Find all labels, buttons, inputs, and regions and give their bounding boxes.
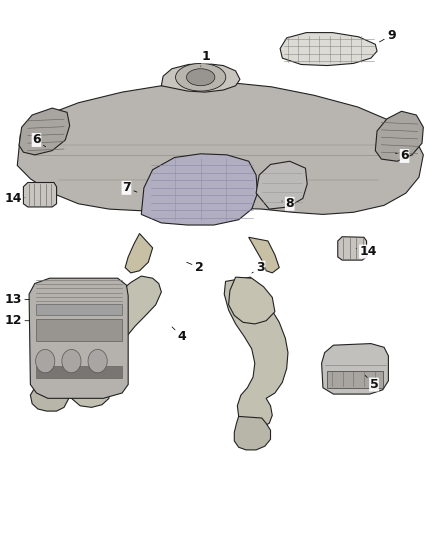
Polygon shape (30, 384, 70, 411)
Text: 14: 14 (4, 192, 25, 205)
Bar (327, 370, 383, 387)
Polygon shape (23, 182, 57, 207)
Polygon shape (234, 416, 271, 450)
Polygon shape (280, 33, 377, 66)
Circle shape (88, 350, 107, 373)
Text: 3: 3 (252, 261, 265, 274)
Text: 9: 9 (379, 29, 396, 42)
Polygon shape (321, 344, 389, 394)
Circle shape (62, 350, 81, 373)
Text: 7: 7 (122, 181, 137, 195)
Polygon shape (375, 111, 424, 161)
Polygon shape (338, 237, 367, 260)
Polygon shape (161, 63, 240, 92)
Text: 6: 6 (32, 133, 46, 147)
Polygon shape (224, 277, 288, 427)
Text: 14: 14 (356, 245, 377, 258)
Ellipse shape (187, 69, 215, 86)
Text: 4: 4 (172, 327, 186, 343)
Text: 12: 12 (4, 314, 29, 327)
Polygon shape (141, 154, 258, 225)
Polygon shape (19, 108, 70, 155)
Bar (36, 367, 122, 378)
Text: 5: 5 (365, 375, 378, 391)
Bar (36, 304, 122, 316)
Bar (36, 319, 122, 341)
Polygon shape (17, 83, 424, 214)
Polygon shape (29, 278, 128, 398)
Polygon shape (68, 276, 161, 407)
Text: 1: 1 (201, 50, 210, 66)
Ellipse shape (176, 63, 226, 91)
Text: 8: 8 (282, 197, 294, 211)
Polygon shape (229, 277, 275, 324)
Polygon shape (125, 233, 152, 273)
Text: 2: 2 (187, 261, 204, 274)
Polygon shape (249, 237, 279, 273)
Circle shape (35, 350, 55, 373)
Text: 6: 6 (396, 149, 409, 163)
Polygon shape (256, 161, 307, 209)
Text: 13: 13 (4, 293, 29, 306)
